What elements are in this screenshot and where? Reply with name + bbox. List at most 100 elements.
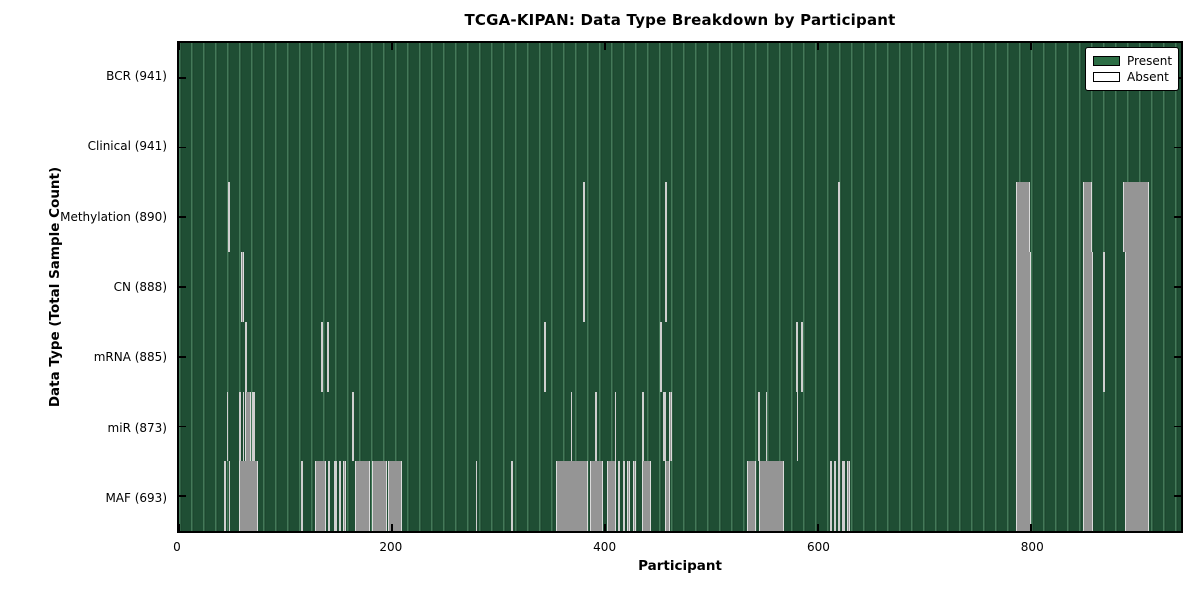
y-tick — [1174, 425, 1181, 428]
absent-bar — [759, 461, 784, 531]
absent-bar — [623, 461, 626, 531]
absent-bar — [582, 252, 585, 322]
x-tick-label: 200 — [379, 540, 403, 554]
absent-bar — [1083, 391, 1093, 462]
x-tick-label: 400 — [593, 540, 617, 554]
present-swatch-icon — [1093, 56, 1120, 66]
x-tick — [817, 524, 819, 531]
y-tick-label: CN (888) — [113, 280, 167, 294]
x-tick — [391, 43, 393, 50]
y-tick — [179, 425, 186, 428]
x-tick — [178, 524, 180, 531]
absent-bar — [846, 461, 850, 531]
y-axis-title: Data Type (Total Sample Count) — [47, 166, 63, 408]
absent-bar — [838, 461, 841, 531]
absent-bar — [642, 391, 644, 462]
y-tick — [179, 77, 186, 79]
absent-bar — [342, 461, 347, 531]
legend-item-absent: Absent — [1093, 69, 1171, 85]
absent-bar — [315, 461, 326, 531]
y-tick — [1174, 286, 1181, 288]
plot-area — [177, 41, 1183, 533]
row-CN — [179, 252, 1181, 322]
absent-bar — [1015, 321, 1031, 392]
absent-bar — [1124, 461, 1150, 531]
legend: Present Absent — [1085, 47, 1179, 91]
absent-bar — [334, 461, 337, 531]
absent-bar — [570, 391, 573, 462]
absent-bar — [1015, 252, 1031, 322]
absent-bar — [829, 461, 832, 531]
x-tick — [604, 524, 606, 531]
y-tick — [1174, 216, 1181, 219]
absent-swatch-icon — [1093, 72, 1120, 82]
row-BCR — [179, 43, 1181, 113]
absent-bar — [668, 391, 672, 462]
absent-bar — [642, 461, 651, 531]
absent-bar — [582, 182, 585, 253]
absent-bar — [765, 391, 768, 462]
x-tick — [604, 43, 606, 50]
row-Methylation — [179, 182, 1181, 253]
absent-bar — [1103, 321, 1106, 392]
x-tick — [178, 43, 180, 50]
absent-bar — [238, 391, 241, 462]
absent-bar — [328, 461, 331, 531]
y-tick — [179, 216, 186, 219]
absent-bar — [838, 252, 841, 322]
absent-bar — [387, 461, 402, 531]
absent-bar — [627, 461, 631, 531]
legend-label-absent: Absent — [1127, 70, 1169, 84]
absent-bar — [842, 461, 845, 531]
absent-bar — [1124, 321, 1150, 392]
legend-item-present: Present — [1093, 53, 1173, 69]
absent-bar — [229, 461, 231, 531]
absent-bar — [796, 391, 798, 462]
x-tick — [1030, 524, 1032, 531]
absent-bar — [338, 461, 341, 531]
y-tick — [1174, 495, 1181, 497]
absent-bar — [544, 321, 547, 392]
absent-bar — [746, 461, 757, 531]
y-tick — [179, 495, 186, 497]
absent-bar — [1124, 391, 1150, 462]
x-tick-label: 600 — [806, 540, 830, 554]
x-tick — [391, 524, 393, 531]
absent-bar — [1083, 182, 1092, 253]
absent-bar — [1015, 461, 1031, 531]
row-miR — [179, 391, 1181, 462]
absent-bar — [664, 182, 667, 253]
legend-label-present: Present — [1127, 54, 1173, 68]
x-axis-title: Participant — [638, 558, 722, 574]
absent-bar — [320, 321, 323, 392]
y-tick-label: BCR (941) — [106, 69, 167, 84]
absent-bar — [371, 461, 387, 531]
absent-bar — [795, 321, 798, 392]
y-tick-label: Clinical (941) — [87, 139, 167, 154]
absent-bar — [476, 461, 478, 531]
absent-bar — [354, 461, 370, 531]
absent-bar — [511, 461, 514, 531]
absent-bar — [238, 461, 258, 531]
absent-bar — [327, 321, 330, 392]
absent-bar — [240, 252, 244, 322]
absent-bar — [838, 321, 841, 392]
absent-bar — [1083, 461, 1093, 531]
absent-bar — [351, 391, 354, 462]
absent-bar — [595, 391, 597, 462]
absent-bar — [252, 391, 255, 462]
y-tick-label: miR (873) — [107, 420, 167, 435]
x-tick-label: 800 — [1020, 540, 1044, 554]
y-tick-label: MAF (693) — [105, 490, 167, 505]
y-tick — [179, 286, 186, 288]
absent-bar — [1083, 321, 1093, 392]
absent-bar — [1015, 182, 1030, 253]
row-mRNA — [179, 321, 1181, 392]
absent-bar — [632, 461, 636, 531]
absent-bar — [590, 461, 603, 531]
absent-bar — [607, 461, 616, 531]
y-tick-label: Methylation (890) — [60, 209, 167, 224]
absent-bar — [800, 321, 803, 392]
absent-bar — [1015, 391, 1031, 462]
